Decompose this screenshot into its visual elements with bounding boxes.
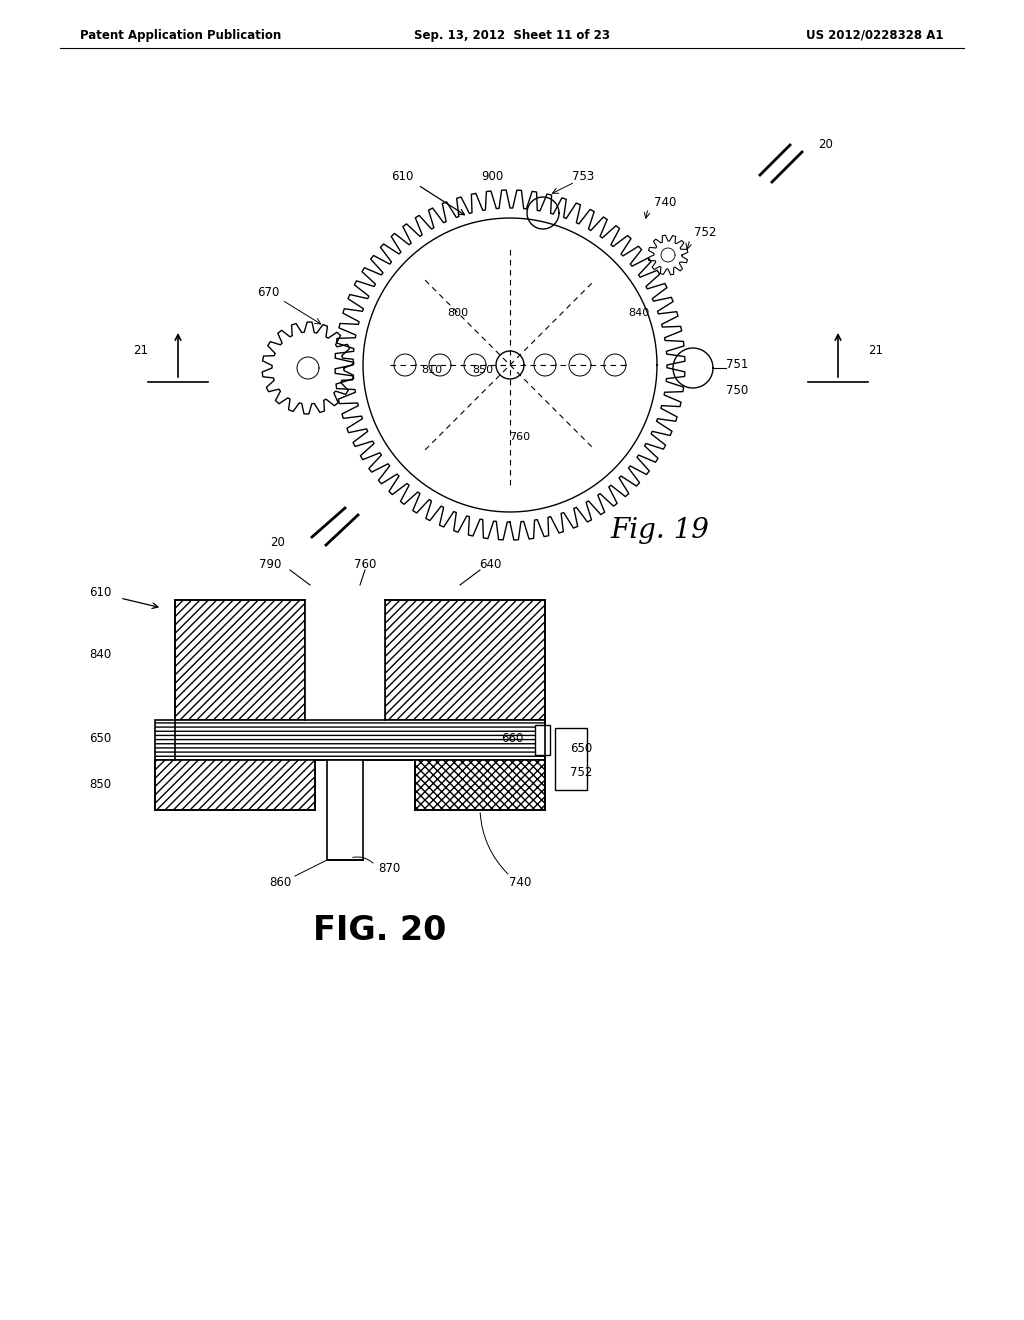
Text: 840: 840 bbox=[628, 308, 649, 318]
Bar bbox=[535, 725, 550, 755]
Bar bbox=[175, 601, 305, 719]
Text: 760: 760 bbox=[509, 432, 530, 442]
Text: 740: 740 bbox=[654, 195, 677, 209]
Text: 650: 650 bbox=[570, 742, 592, 755]
Text: Patent Application Publication: Patent Application Publication bbox=[80, 29, 282, 41]
Text: 860: 860 bbox=[269, 875, 291, 888]
Text: US 2012/0228328 A1: US 2012/0228328 A1 bbox=[807, 29, 944, 41]
Text: 650: 650 bbox=[89, 731, 112, 744]
Text: 670: 670 bbox=[257, 285, 280, 298]
Bar bbox=[327, 760, 362, 861]
Text: 840: 840 bbox=[89, 648, 112, 661]
Text: 810: 810 bbox=[421, 366, 442, 375]
Text: 20: 20 bbox=[270, 536, 286, 549]
Text: 660: 660 bbox=[502, 731, 524, 744]
Text: 752: 752 bbox=[694, 226, 717, 239]
Text: 21: 21 bbox=[133, 343, 148, 356]
Text: 752: 752 bbox=[570, 766, 592, 779]
Text: 751: 751 bbox=[726, 359, 749, 371]
Bar bbox=[415, 760, 545, 810]
Text: Sep. 13, 2012  Sheet 11 of 23: Sep. 13, 2012 Sheet 11 of 23 bbox=[414, 29, 610, 41]
Text: 750: 750 bbox=[726, 384, 749, 396]
Text: 21: 21 bbox=[868, 343, 883, 356]
Text: 760: 760 bbox=[354, 557, 376, 570]
Text: 900: 900 bbox=[481, 170, 503, 183]
Text: 850: 850 bbox=[89, 779, 111, 792]
Text: 800: 800 bbox=[447, 308, 469, 318]
Bar bbox=[385, 601, 545, 719]
Text: 610: 610 bbox=[89, 586, 112, 598]
Bar bbox=[155, 719, 545, 760]
Text: 740: 740 bbox=[509, 875, 531, 888]
Text: 790: 790 bbox=[259, 557, 282, 570]
Text: FIG. 20: FIG. 20 bbox=[313, 913, 446, 946]
Text: 20: 20 bbox=[818, 139, 833, 152]
Text: 870: 870 bbox=[378, 862, 400, 874]
Bar bbox=[555, 729, 587, 789]
Bar bbox=[305, 601, 385, 719]
Text: 640: 640 bbox=[479, 557, 501, 570]
Text: Fig. 19: Fig. 19 bbox=[610, 516, 710, 544]
Text: 610: 610 bbox=[391, 170, 414, 183]
Text: 753: 753 bbox=[571, 170, 594, 183]
Text: 850: 850 bbox=[472, 366, 494, 375]
Bar bbox=[155, 760, 315, 810]
